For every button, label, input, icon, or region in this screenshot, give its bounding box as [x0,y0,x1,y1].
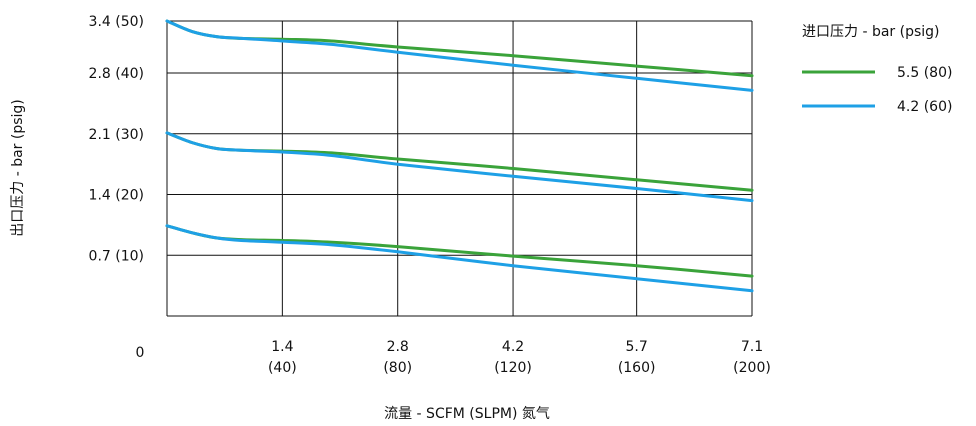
legend: 进口压力 - bar (psig) 5.5 (80) 4.2 (60) [802,24,952,115]
x-tick-sublabel: (80) [383,360,412,376]
y-tick-label: 2.1 (30) [89,127,144,143]
x-axis-label: 流量 - SCFM (SLPM) 氮气 [384,406,550,422]
legend-items: 5.5 (80) 4.2 (60) [802,65,952,115]
series-1-curve-3 [165,224,754,278]
y-tick-label: 2.8 (40) [89,66,144,82]
x-tick-label: 7.1 [741,339,763,355]
x-tick-sublabel: (160) [618,360,656,376]
y-tick-label: 0.7 (10) [89,248,144,264]
x-tick-label: 2.8 [387,339,409,355]
y-tick-label: 3.4 (50) [89,14,144,30]
origin-label: 0 [136,345,145,361]
y-axis-label: 出口压力 - bar (psig) [10,99,26,237]
series-1-curve-1 [165,19,754,78]
legend-title: 进口压力 - bar (psig) [802,24,940,40]
x-tick-label: 1.4 [271,339,293,355]
x-tick-label: 5.7 [626,339,648,355]
series-2-curve-1 [165,19,754,92]
legend-label: 4.2 (60) [897,99,952,115]
x-tick-sublabel: (120) [494,360,532,376]
tick-labels: 1.4 (40) 2.8 (80) 4.2 (120) 5.7 (160) 7.1 (200) 0.… [89,14,771,376]
y-tick-label: 1.4 (20) [89,188,144,204]
x-tick-label: 4.2 [502,339,524,355]
series-2-curve-2 [165,131,754,203]
legend-label: 5.5 (80) [897,65,952,81]
plot-lines [165,19,754,293]
x-tick-sublabel: (200) [733,360,771,376]
grid [166,20,753,317]
x-tick-sublabel: (40) [268,360,297,376]
series-1-curve-2 [165,131,754,192]
series-2-curve-3 [165,224,754,293]
